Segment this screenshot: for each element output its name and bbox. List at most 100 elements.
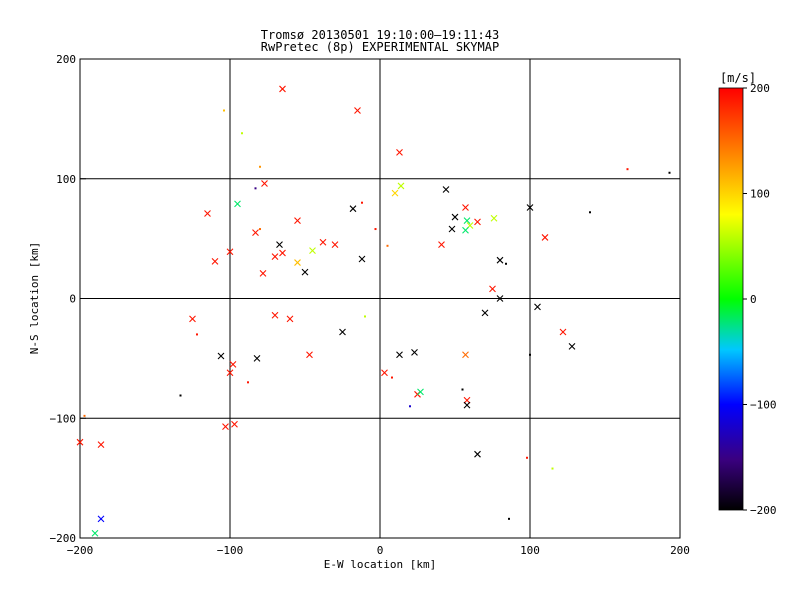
data-point-x <box>411 348 418 356</box>
y-tick-label: −200 <box>50 532 77 545</box>
data-point-x <box>559 328 567 336</box>
colorbar-tick-label: −200 <box>750 504 777 517</box>
x-tick-label: 200 <box>670 544 690 557</box>
data-point-x <box>391 189 399 197</box>
data-point-x <box>91 529 99 537</box>
data-point-dot <box>626 168 629 171</box>
data-point-x <box>526 204 534 211</box>
data-point-x <box>417 388 424 396</box>
data-point-dot <box>241 132 243 135</box>
data-point-x <box>222 423 229 431</box>
data-point-x <box>354 107 361 114</box>
data-point-dot <box>505 262 507 265</box>
data-point-x <box>76 438 84 446</box>
data-point-x <box>211 257 219 265</box>
data-point-x <box>396 351 403 359</box>
data-point-x <box>234 200 241 208</box>
data-point-x <box>231 420 238 428</box>
x-tick-label: 100 <box>520 544 540 557</box>
x-tick-label: 0 <box>377 544 384 557</box>
data-point-x <box>463 401 471 409</box>
x-tick-label: −100 <box>217 544 244 557</box>
data-point-dot <box>254 187 257 190</box>
data-point-x <box>226 369 234 377</box>
data-point-x <box>253 354 261 362</box>
y-axis-label: N-S location [km] <box>28 242 41 355</box>
y-tick-label: 100 <box>56 173 76 186</box>
data-point-x <box>271 253 279 260</box>
colorbar-tick-label: 100 <box>750 188 770 201</box>
data-point-dot <box>374 228 377 231</box>
data-point-x <box>259 269 267 277</box>
data-point-dot <box>361 201 363 204</box>
colorbar-ticks: 200 100 0 −100 −200 <box>743 82 777 517</box>
data-point-dot <box>196 333 198 336</box>
data-point-x <box>319 238 327 246</box>
data-point-dot <box>589 211 591 214</box>
data-point-x <box>474 218 481 226</box>
data-point-x <box>496 295 504 302</box>
data-point-dot <box>529 353 531 356</box>
data-point-x <box>358 255 366 263</box>
data-point-dot <box>526 456 528 459</box>
data-point-x <box>462 204 469 211</box>
data-point-x <box>276 241 283 249</box>
data-point-dot <box>364 315 366 318</box>
data-point-x <box>481 309 489 317</box>
data-point-dot <box>259 165 261 168</box>
data-point-x <box>217 352 225 360</box>
colorbar-tick-label: −100 <box>750 399 777 412</box>
data-point-x <box>309 247 316 254</box>
data-point-x <box>294 259 301 266</box>
data-point-x <box>448 225 456 233</box>
data-point-x <box>294 217 301 225</box>
data-point-x <box>271 311 279 319</box>
colorbar-title: [m/s] <box>720 71 756 85</box>
data-point-x <box>339 328 346 336</box>
data-point-dot <box>83 414 86 417</box>
data-point-dot <box>223 109 225 112</box>
data-point-dot <box>179 394 182 397</box>
data-point-x <box>331 241 339 249</box>
data-point-x <box>462 351 469 359</box>
y-tick-label: −100 <box>50 412 77 425</box>
data-point-x <box>279 249 286 257</box>
data-point-dot <box>391 376 393 379</box>
data-point-x <box>568 343 576 350</box>
data-point-x <box>397 182 405 190</box>
data-point-x <box>496 256 504 264</box>
data-point-dot <box>551 467 554 470</box>
data-point-x <box>438 241 445 249</box>
data-point-x <box>349 205 357 213</box>
data-point-x <box>451 213 459 221</box>
x-tick-label: −200 <box>67 544 94 557</box>
colorbar-tick-label: 0 <box>750 293 757 306</box>
chart-title: Tromsø 20130501 19:10:00–19:11:43 <box>261 28 499 42</box>
y-tick-label: 0 <box>69 293 76 306</box>
data-point-x <box>279 85 286 93</box>
data-point-dot <box>668 171 671 174</box>
data-point-x <box>489 285 496 293</box>
colorbar <box>718 87 744 511</box>
x-axis-ticks: −200 −100 0 100 200 <box>67 532 690 557</box>
data-point-x <box>463 217 471 225</box>
gridlines <box>80 59 680 538</box>
data-point-dot <box>247 381 249 384</box>
data-point-x <box>286 315 294 323</box>
data-points <box>76 85 671 537</box>
data-point-x <box>381 369 388 377</box>
data-point-x <box>226 248 234 256</box>
data-point-x <box>97 515 105 523</box>
data-point-x <box>541 234 549 241</box>
chart-subtitle: RwPretec (8p) EXPERIMENTAL SKYMAP <box>261 40 499 54</box>
data-point-x <box>204 210 211 217</box>
x-axis-label: E-W location [km] <box>324 558 437 571</box>
data-point-x <box>229 360 237 368</box>
data-point-x <box>462 226 469 234</box>
data-point-x <box>534 303 541 311</box>
y-tick-label: 200 <box>56 53 76 66</box>
data-point-x <box>474 450 481 458</box>
data-point-x <box>490 214 498 222</box>
data-point-dot <box>259 228 261 231</box>
